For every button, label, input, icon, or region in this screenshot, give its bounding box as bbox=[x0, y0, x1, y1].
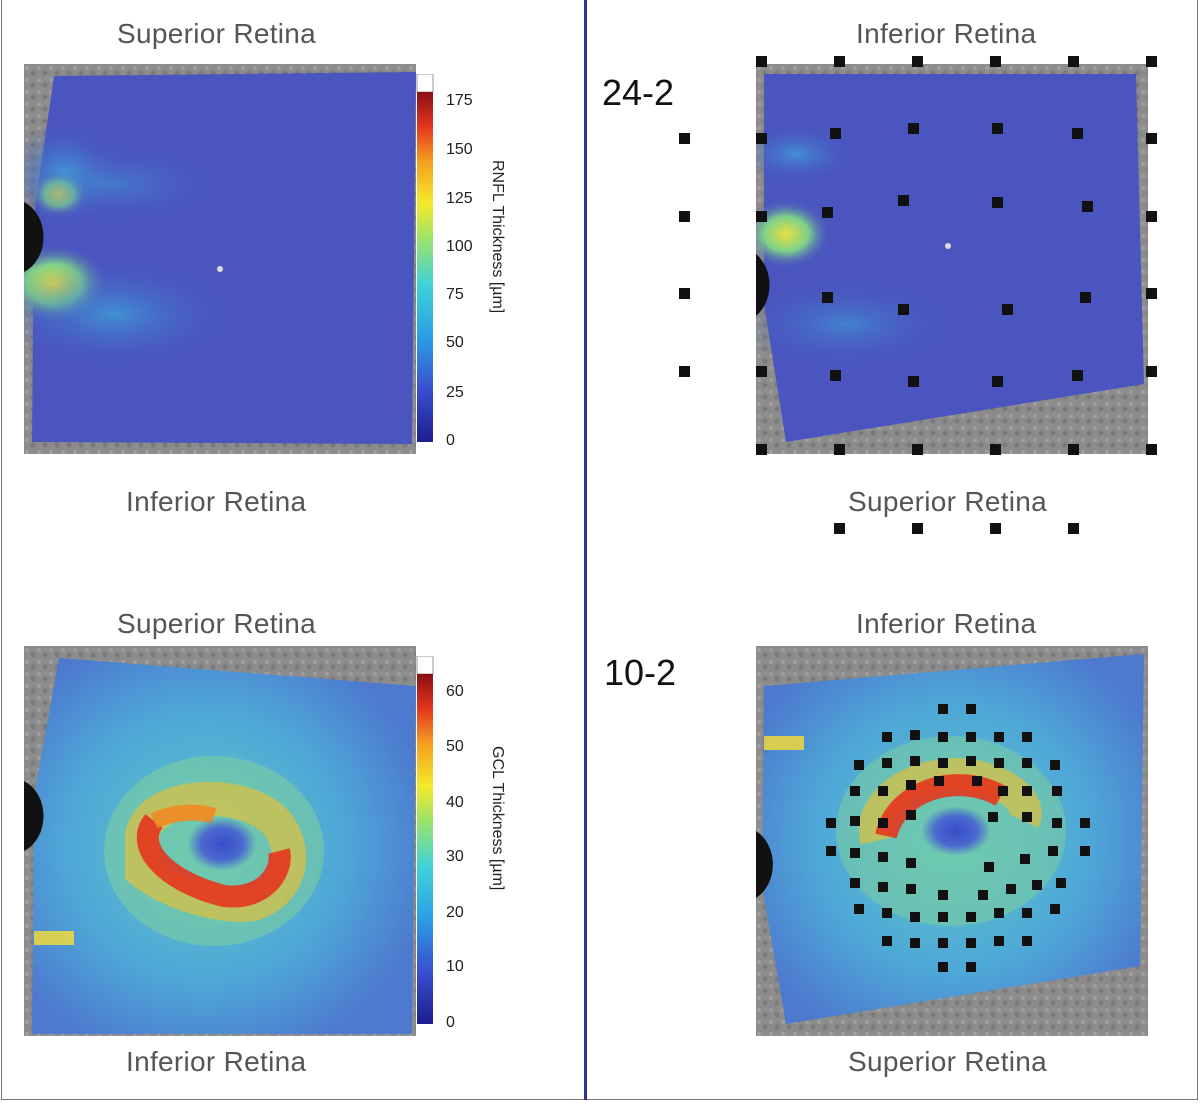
gcl-tick: 60 bbox=[446, 683, 464, 700]
grid-24-2-top-label: Inferior Retina bbox=[856, 18, 1037, 49]
gcl-colorbar bbox=[416, 656, 434, 1024]
rnfl-bottom-label: Inferior Retina bbox=[126, 486, 307, 517]
rnfl-tick: 75 bbox=[446, 286, 464, 303]
rnfl-top-label: Superior Retina bbox=[117, 18, 317, 49]
gcl-tick: 30 bbox=[446, 848, 464, 865]
optic-disc bbox=[756, 254, 770, 316]
gcl-tick: 0 bbox=[446, 1014, 455, 1031]
grid-10-2-bottom-label: Superior Retina bbox=[848, 1046, 1048, 1077]
gcl-bottom-label: Inferior Retina bbox=[126, 1046, 307, 1077]
gcl-colorbar-title: GCL Thickness [µm] bbox=[489, 746, 506, 891]
rnfl-tick: 0 bbox=[446, 432, 455, 449]
grid-24-2-test-points bbox=[679, 56, 1157, 534]
grid-10-2-test-points bbox=[826, 704, 1090, 972]
grid-10-2-map bbox=[756, 646, 1148, 1036]
grid-10-2-top-label: Inferior Retina bbox=[856, 608, 1037, 639]
rnfl-tick: 50 bbox=[446, 334, 464, 351]
gcl-top-label: Superior Retina bbox=[117, 608, 317, 639]
rnfl-thickness-map bbox=[24, 64, 416, 454]
gcl-tick: 20 bbox=[446, 904, 464, 921]
rnfl-colorbar bbox=[416, 74, 434, 442]
optic-disc bbox=[24, 781, 44, 851]
optic-disc bbox=[756, 831, 773, 898]
foveal-pit bbox=[187, 817, 257, 871]
gcl-tick: 10 bbox=[446, 958, 464, 975]
grid-24-2-bottom-label: Superior Retina bbox=[848, 486, 1048, 517]
rnfl-tick: 125 bbox=[446, 190, 473, 207]
panel-divider bbox=[584, 0, 587, 1100]
rnfl-tick: 25 bbox=[446, 384, 464, 401]
gcl-tick: 50 bbox=[446, 738, 464, 755]
rnfl-tick: 100 bbox=[446, 238, 473, 255]
gcl-thickness-map bbox=[24, 646, 416, 1036]
fovea-marker bbox=[217, 266, 223, 272]
fovea-marker bbox=[945, 243, 951, 249]
foveal-pit bbox=[921, 806, 991, 856]
rnfl-tick: 150 bbox=[446, 141, 473, 158]
optic-disc bbox=[24, 202, 44, 272]
rnfl-colorbar-title: RNFL Thickness [µm] bbox=[489, 160, 506, 314]
grid-24-2-label: 24-2 bbox=[602, 72, 675, 113]
rnfl-tick: 175 bbox=[446, 92, 473, 109]
gcl-ring bbox=[875, 774, 1007, 840]
gcl-ring bbox=[137, 814, 291, 908]
grid-10-2-label: 10-2 bbox=[604, 652, 677, 693]
gcl-tick: 40 bbox=[446, 794, 464, 811]
